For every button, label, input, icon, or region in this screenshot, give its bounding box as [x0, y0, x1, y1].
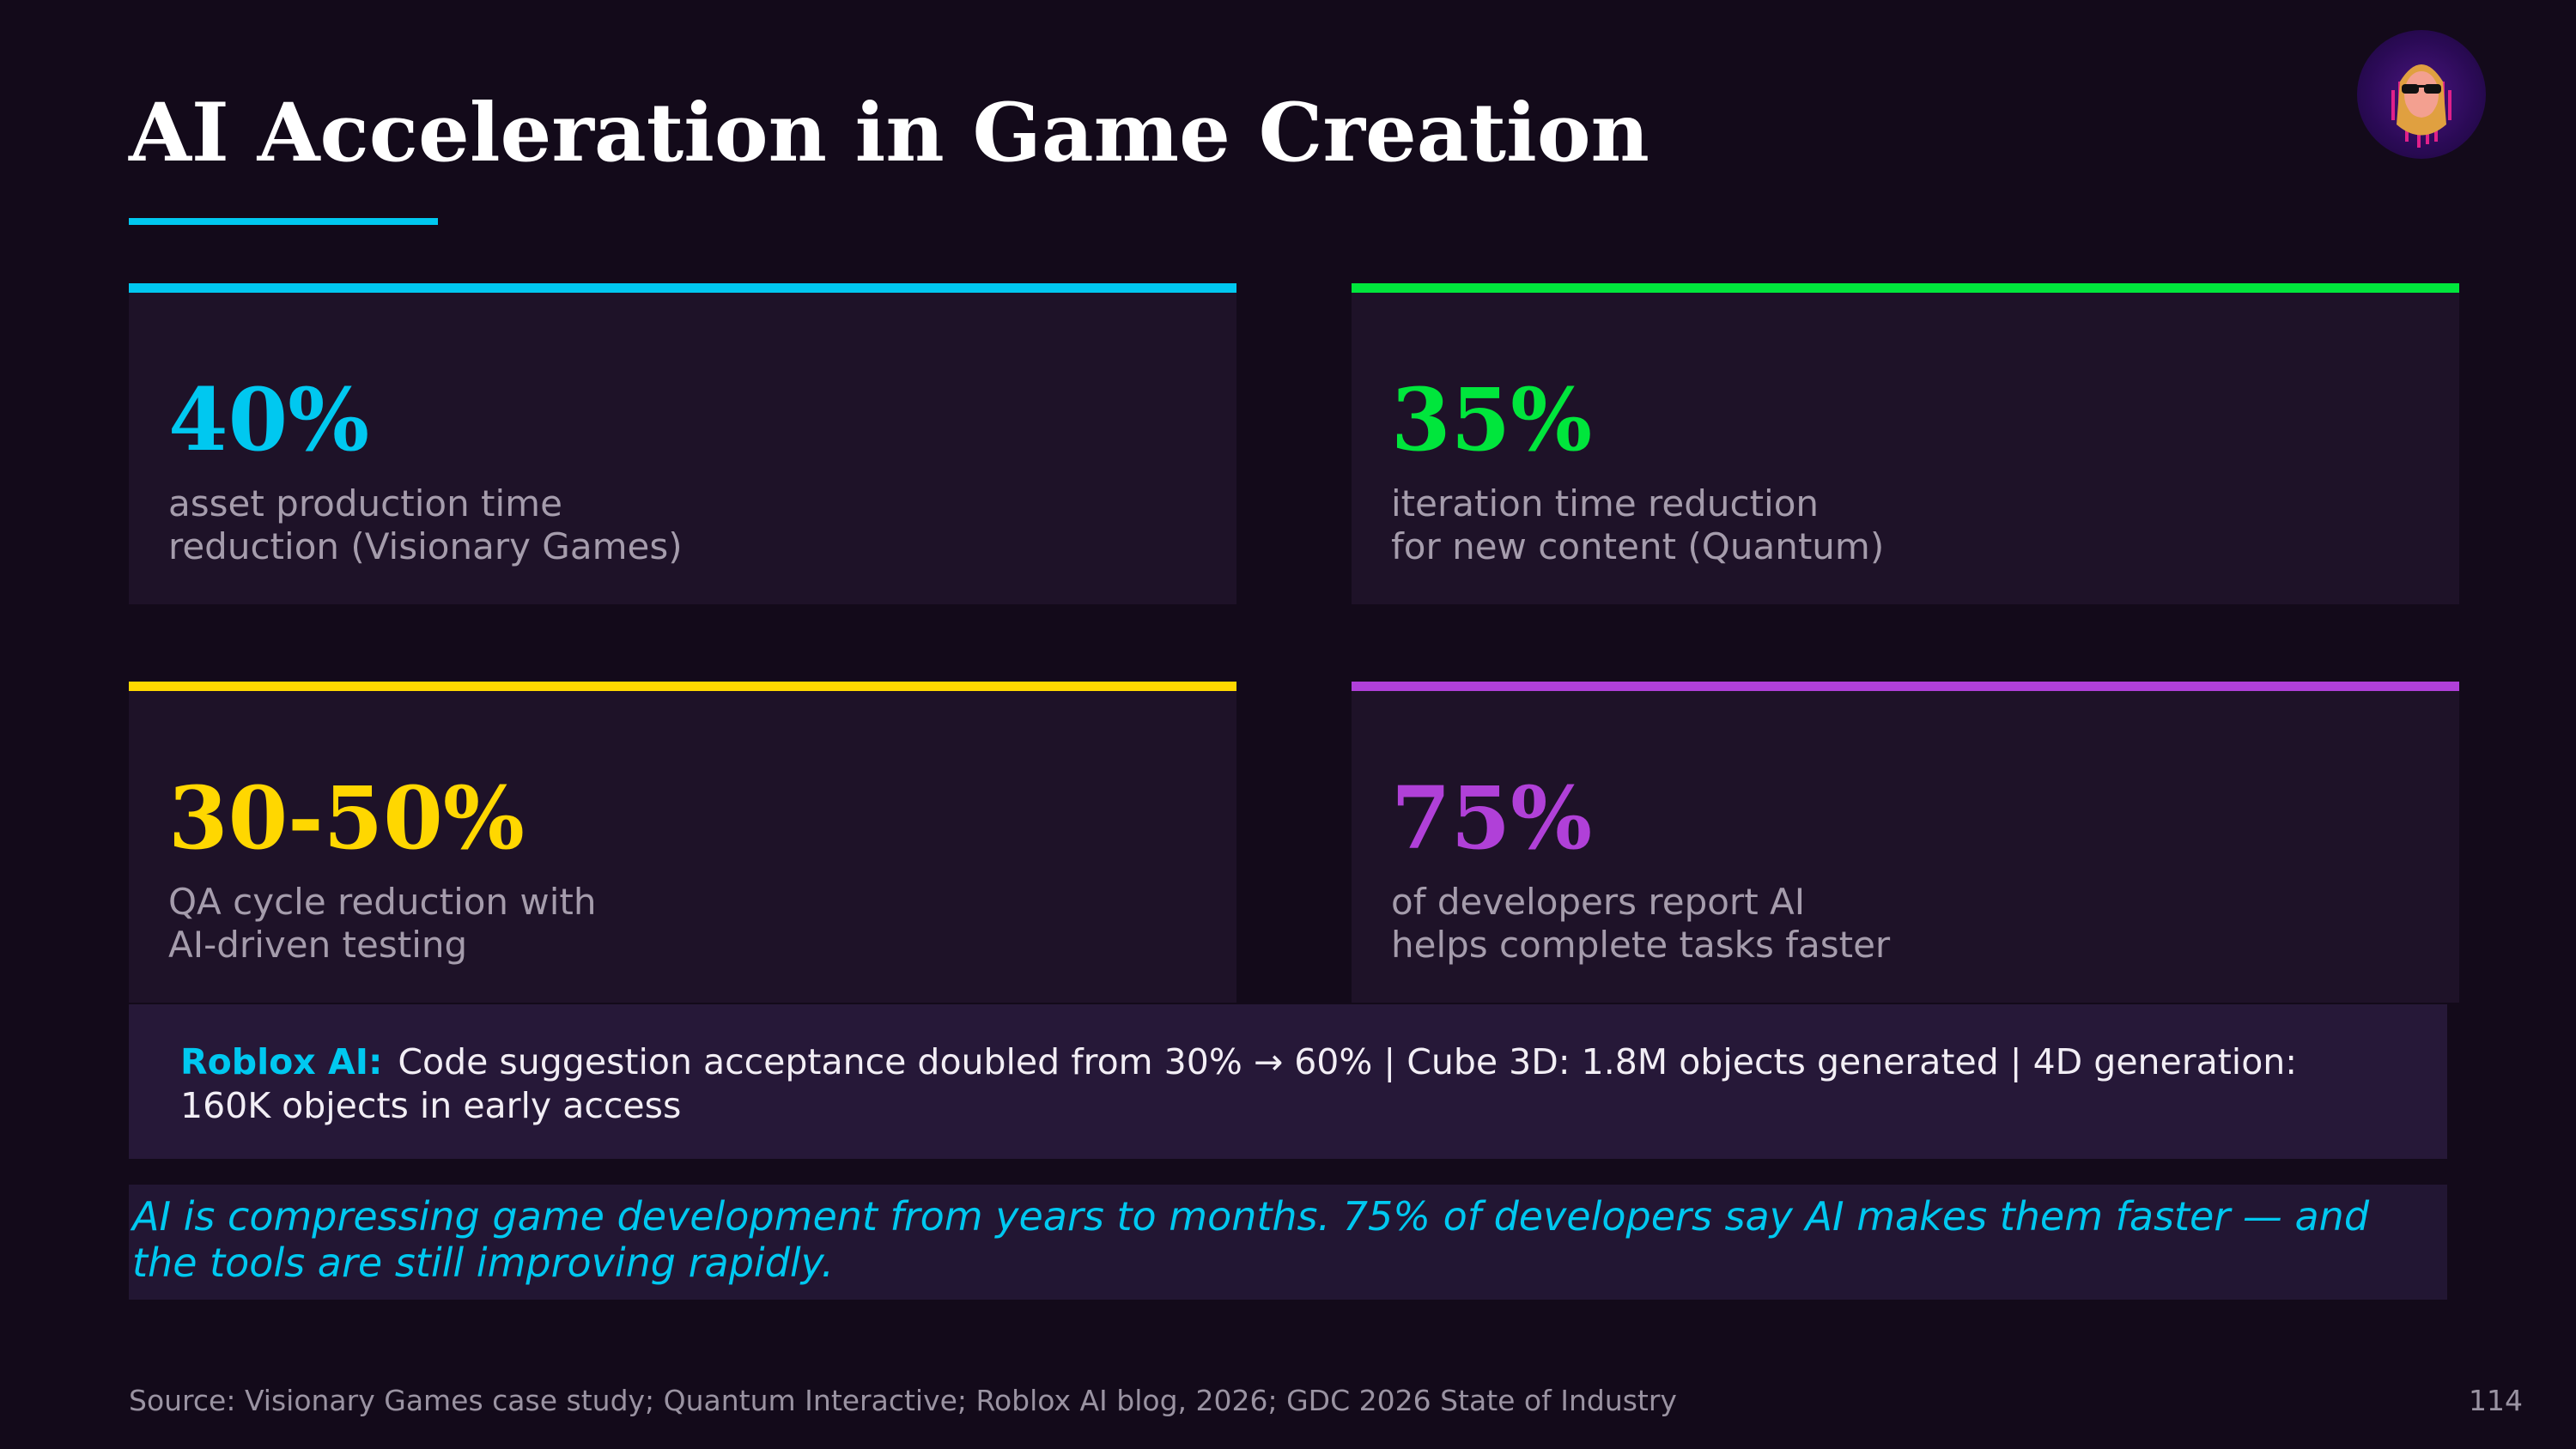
stat-desc-line: AI-driven testing	[168, 924, 468, 966]
card-accent-bar	[129, 682, 1236, 691]
avatar-icon	[2391, 64, 2451, 148]
stat-value: 30-50%	[168, 767, 525, 869]
banner-text: Code suggestion acceptance doubled from …	[180, 1041, 2298, 1126]
stat-description: iteration time reduction for new content …	[1391, 482, 1884, 568]
stat-desc-line: reduction (Visionary Games)	[168, 525, 683, 567]
stat-card-developers: 75% of developers report AI helps complet…	[1352, 682, 2459, 1003]
stat-desc-line: of developers report AI	[1391, 881, 1806, 923]
card-accent-bar	[1352, 682, 2459, 691]
stat-desc-line: for new content (Quantum)	[1391, 525, 1885, 567]
source-footnote: Source: Visionary Games case study; Quan…	[129, 1384, 1677, 1417]
card-accent-bar	[129, 283, 1236, 293]
stat-card-asset-production: 40% asset production time reduction (Visi…	[129, 283, 1236, 604]
stat-card-qa-cycle: 30-50% QA cycle reduction with AI-driven …	[129, 682, 1236, 1003]
stat-description: of developers report AI helps complete ta…	[1391, 881, 1890, 967]
avatar	[2357, 30, 2486, 159]
roblox-ai-banner: Roblox AI: Code suggestion acceptance dou…	[129, 1004, 2447, 1159]
title-underline	[129, 218, 438, 225]
stat-value: 75%	[1391, 767, 1593, 869]
stat-desc-line: asset production time	[168, 482, 562, 524]
stat-card-iteration-time: 35% iteration time reduction for new cont…	[1352, 283, 2459, 604]
stat-description: asset production time reduction (Visionar…	[168, 482, 683, 568]
stat-desc-line: helps complete tasks faster	[1391, 924, 1891, 966]
takeaway-quote: AI is compressing game development from …	[129, 1185, 2447, 1300]
page-title: AI Acceleration in Game Creation	[129, 86, 1649, 180]
stat-value: 35%	[1391, 369, 1593, 470]
stat-desc-line: QA cycle reduction with	[168, 881, 597, 923]
stat-value: 40%	[168, 369, 370, 470]
page-number: 114	[2469, 1384, 2523, 1417]
stat-desc-line: iteration time reduction	[1391, 482, 1820, 524]
card-accent-bar	[1352, 283, 2459, 293]
banner-label: Roblox AI:	[180, 1041, 383, 1082]
stat-description: QA cycle reduction with AI-driven testing	[168, 881, 597, 967]
